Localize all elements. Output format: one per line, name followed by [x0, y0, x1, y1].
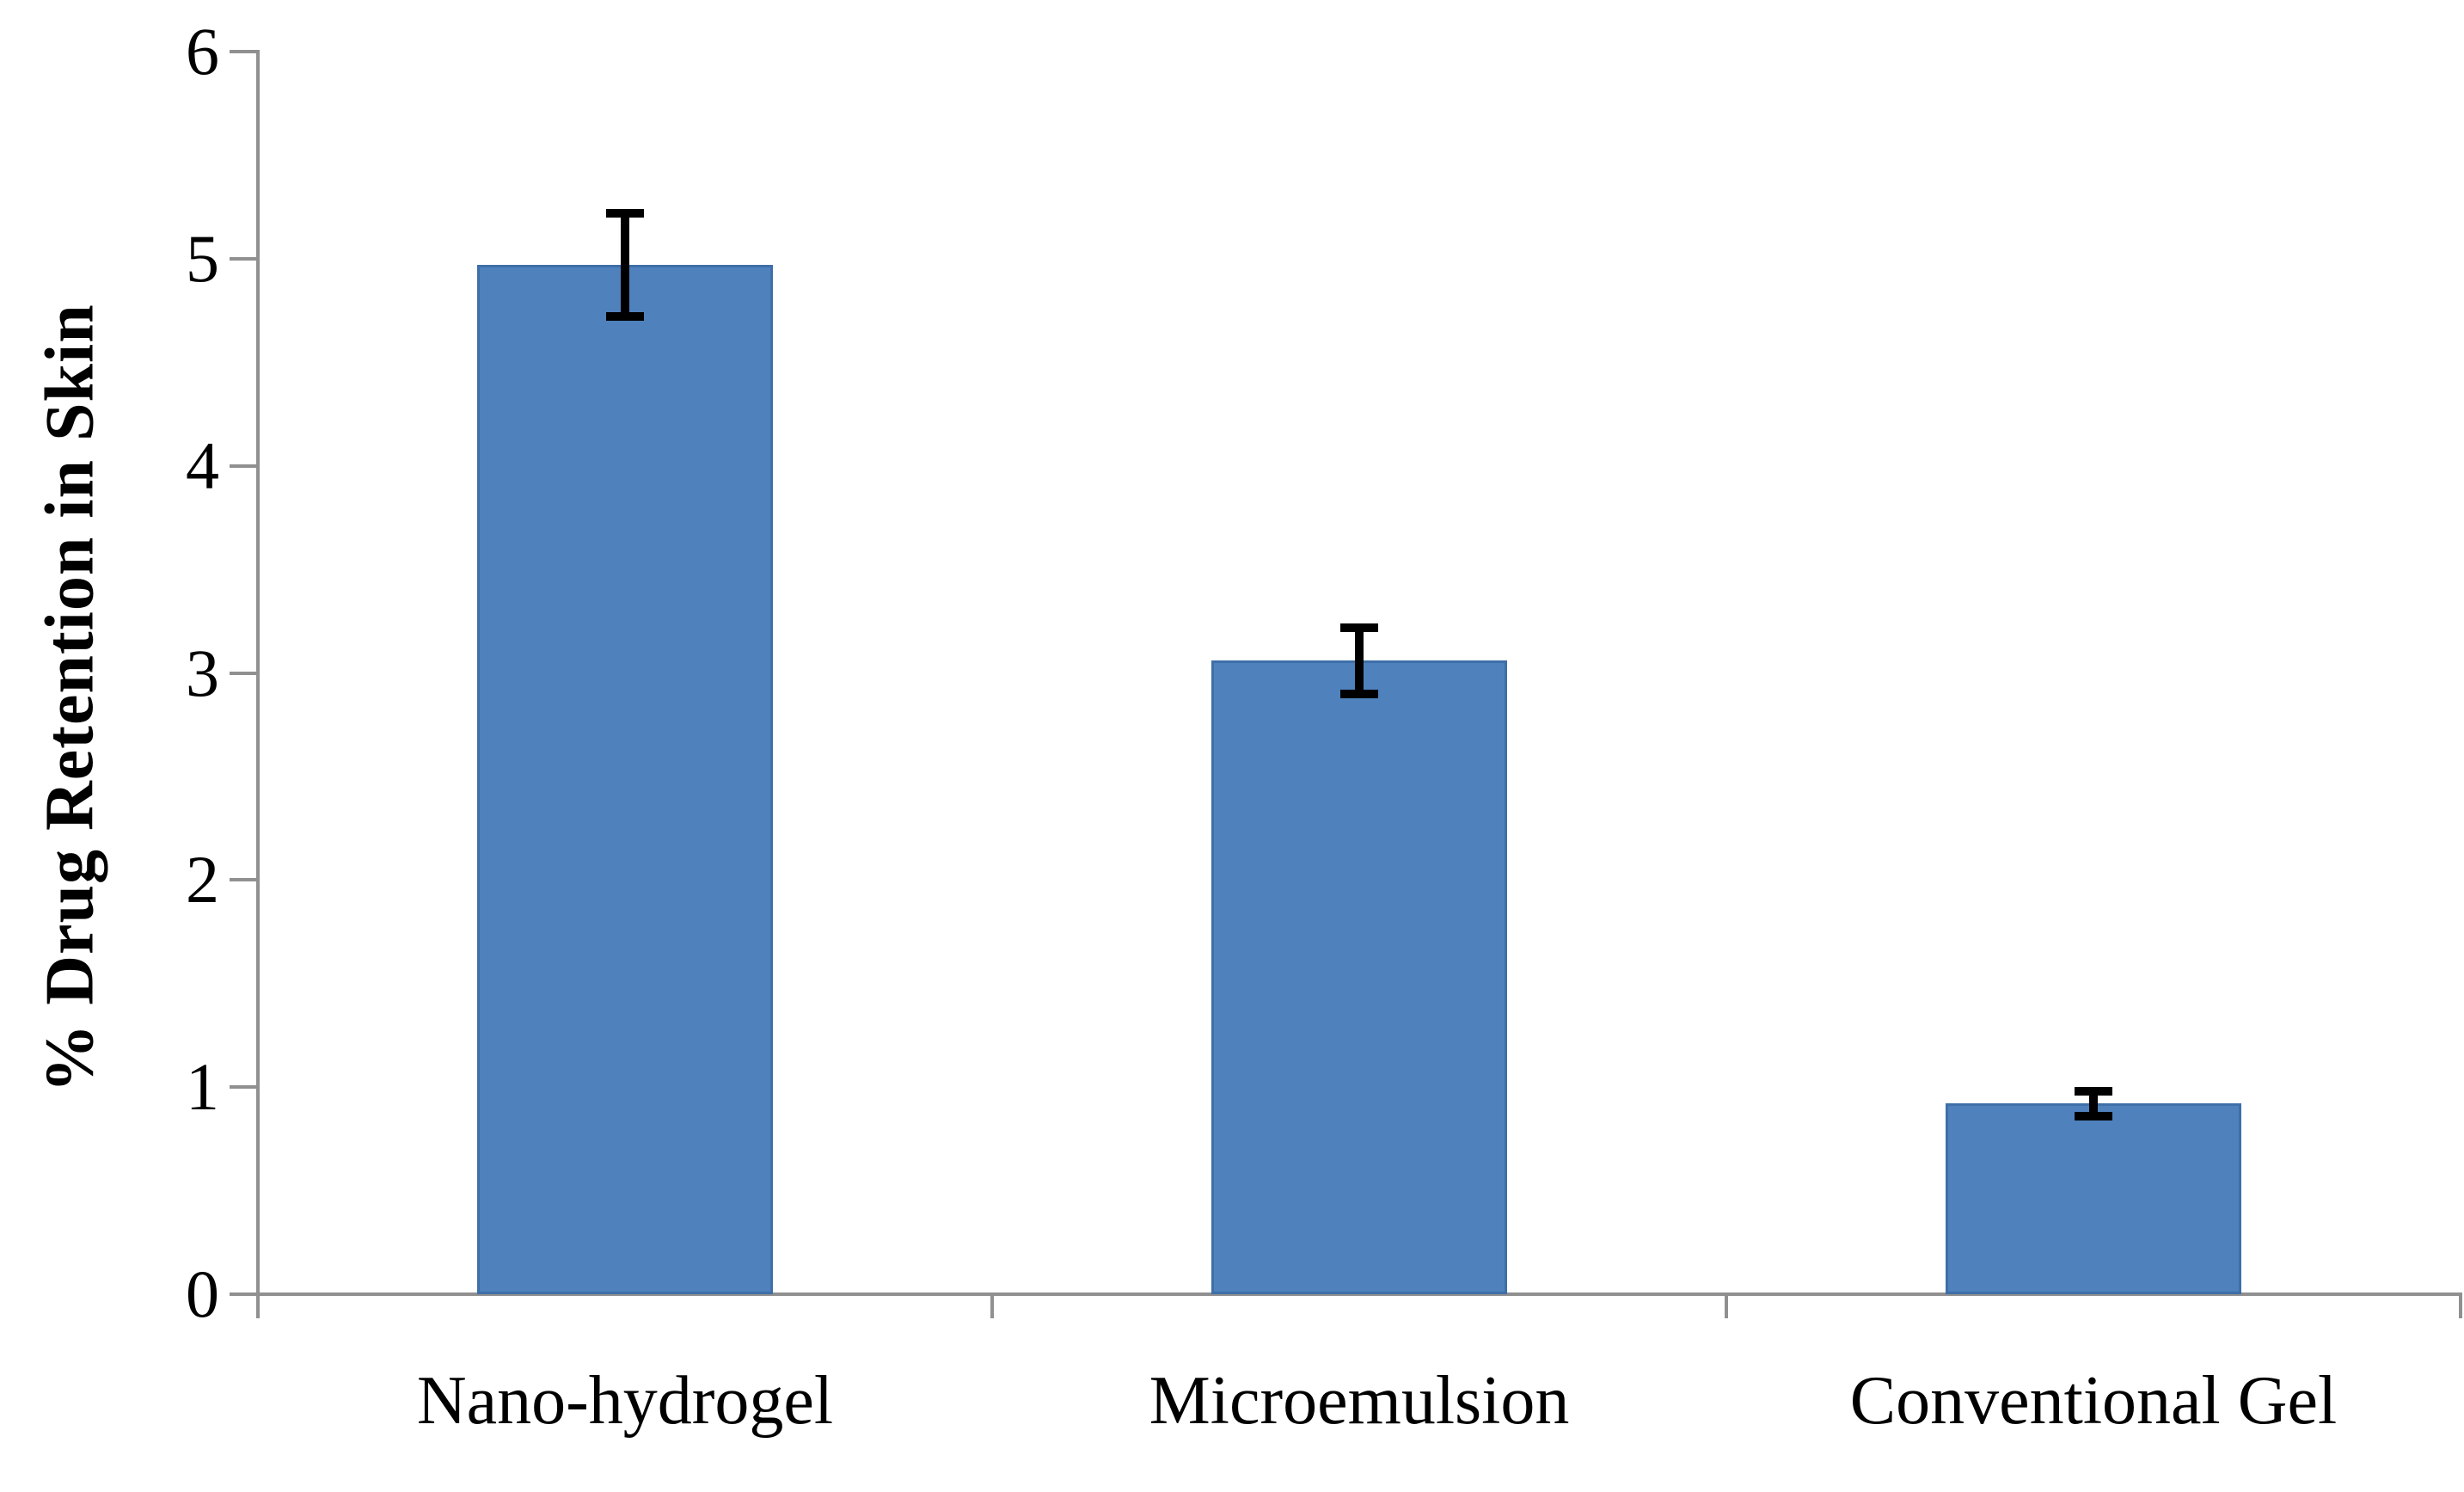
- y-axis-tick: [230, 50, 258, 53]
- y-axis-tick: [230, 878, 258, 882]
- y-tick-label: 2: [186, 842, 219, 918]
- y-axis-line: [256, 50, 260, 1318]
- y-tick-label: 3: [186, 635, 219, 710]
- y-axis-tick: [230, 1085, 258, 1090]
- x-axis-boundary-tick: [1725, 1294, 1728, 1318]
- y-tick-label: 1: [186, 1049, 219, 1125]
- error-bar-top-cap: [2075, 1086, 2112, 1096]
- category-label: Conventional Gel: [1849, 1363, 2338, 1439]
- x-axis-boundary-tick: [990, 1294, 994, 1318]
- category-label: Nano-hydrogel: [416, 1363, 834, 1439]
- y-tick-label: 0: [186, 1256, 219, 1331]
- error-bar-line: [2089, 1090, 2098, 1116]
- y-tick-label: 5: [186, 220, 219, 296]
- y-axis-tick: [230, 464, 258, 468]
- error-bar-bottom-cap: [606, 312, 644, 322]
- y-axis-tick: [230, 671, 258, 675]
- error-bar-line: [1355, 627, 1364, 694]
- error-bar-line: [621, 212, 629, 317]
- error-bar-top-cap: [606, 208, 644, 218]
- x-axis-boundary-tick: [2459, 1294, 2462, 1318]
- error-bar-bottom-cap: [1340, 689, 1378, 698]
- bar: [477, 265, 773, 1294]
- bar: [1211, 660, 1507, 1294]
- y-tick-label: 4: [186, 427, 219, 503]
- category-label: Microemulsion: [1149, 1363, 1570, 1439]
- y-axis-tick: [230, 1292, 258, 1296]
- error-bar-top-cap: [1340, 623, 1378, 632]
- error-bar-bottom-cap: [2075, 1111, 2112, 1121]
- x-axis-line: [256, 1292, 2462, 1296]
- bar: [1946, 1103, 2241, 1294]
- y-tick-label: 6: [186, 14, 219, 89]
- y-axis-tick: [230, 256, 258, 261]
